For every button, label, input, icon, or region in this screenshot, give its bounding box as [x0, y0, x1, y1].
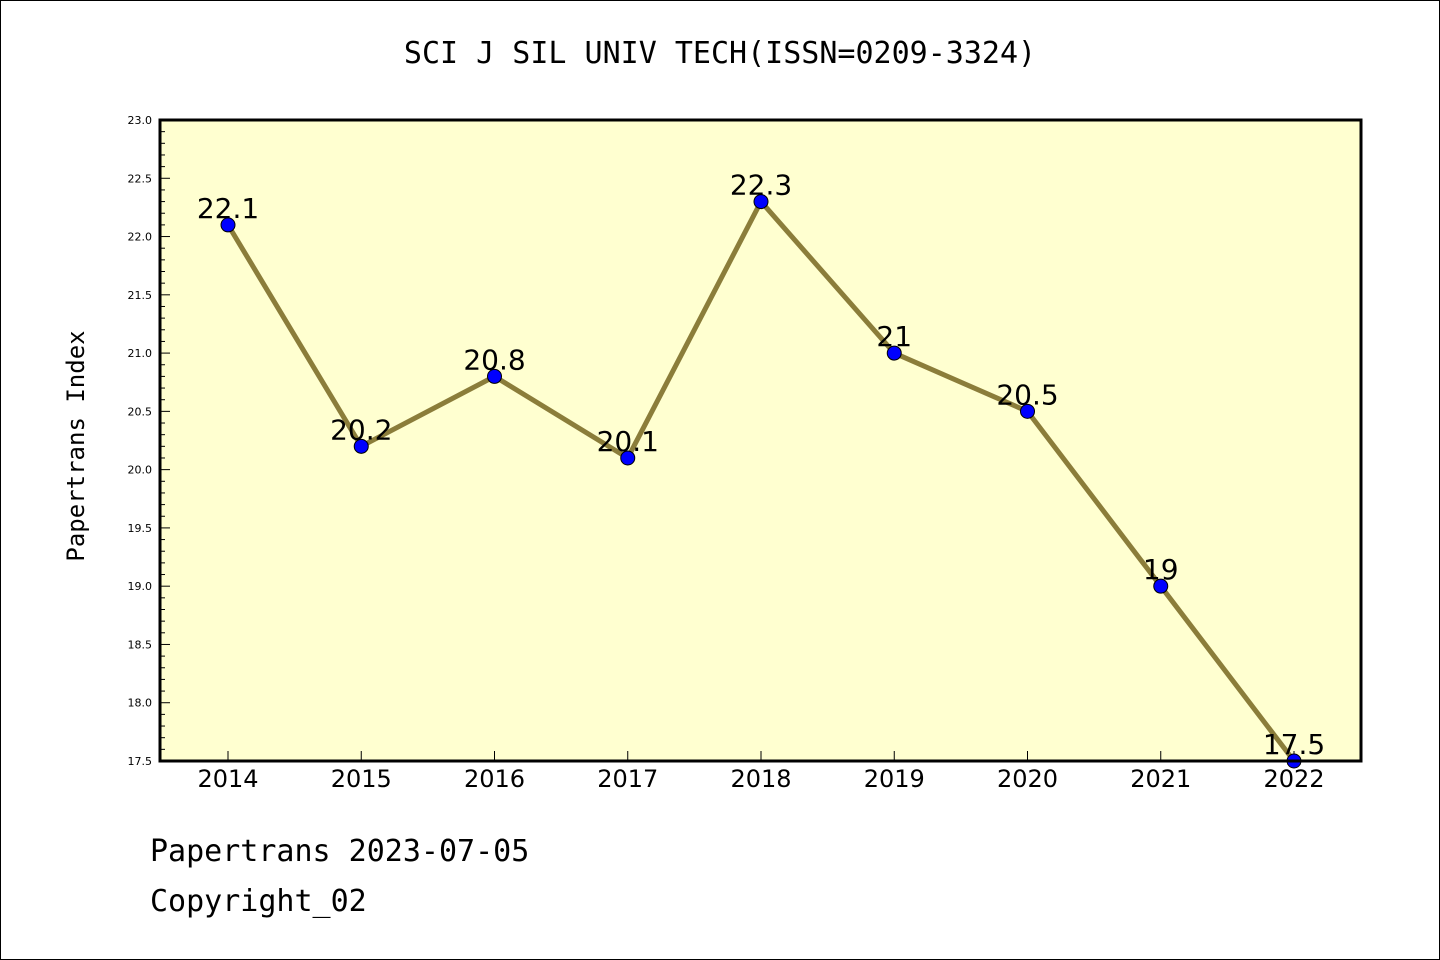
- data-label: 22.3: [730, 169, 792, 202]
- x-tick-label: 2017: [597, 765, 658, 793]
- x-tick-label: 2014: [197, 765, 258, 793]
- data-label: 17.5: [1263, 728, 1325, 761]
- y-tick-label: 20.5: [128, 405, 153, 418]
- series-layer: 22.1 20.2 20.8 20.1 22.3 21 20.5 19 17.5: [197, 169, 1325, 769]
- x-tick-label: 2018: [730, 765, 791, 793]
- x-tick-label: 2015: [331, 765, 392, 793]
- data-point: [220, 217, 236, 233]
- data-point: [620, 450, 636, 466]
- data-point: [753, 194, 769, 210]
- data-label: 20.1: [597, 425, 659, 458]
- y-tick-label: 18.0: [128, 697, 153, 710]
- x-axis-ticks: 2014 2015 2016 2017 2018 2019 2020 2021 2022: [197, 751, 1325, 793]
- y-tick-label: 18.5: [128, 638, 153, 651]
- data-label: 19: [1143, 553, 1179, 586]
- x-tick-label: 2016: [464, 765, 525, 793]
- y-tick-label: 20.0: [128, 464, 153, 477]
- x-tick-label: 2021: [1130, 765, 1191, 793]
- data-point: [886, 345, 902, 361]
- data-point: [487, 368, 502, 384]
- data-label: 20.2: [330, 413, 392, 446]
- data-label: 22.1: [197, 192, 259, 225]
- plot-border: [158, 118, 1363, 763]
- y-tick-label: 21.0: [128, 347, 153, 360]
- y-tick-label: 22.0: [128, 231, 153, 244]
- data-point: [353, 438, 369, 454]
- x-tick-label: 2022: [1263, 765, 1324, 793]
- footer-copyright: Copyright_02: [150, 884, 367, 919]
- y-tick-label: 22.5: [128, 172, 153, 185]
- data-point: [1153, 578, 1169, 594]
- data-point: [1020, 403, 1035, 419]
- y-tick-label: 19.0: [128, 580, 153, 593]
- chart-title: SCI J SIL UNIV TECH(ISSN=0209-3324): [403, 36, 1037, 71]
- data-label: 20.5: [996, 378, 1058, 411]
- x-tick-label: 2019: [864, 765, 925, 793]
- data-label: 20.8: [463, 343, 525, 376]
- y-tick-label: 21.5: [128, 289, 153, 302]
- y-tick-label: 17.5: [128, 755, 153, 768]
- y-tick-label: 23.0: [128, 114, 153, 127]
- y-tick-label: 19.5: [128, 522, 153, 535]
- footer-source-date: Papertrans 2023-07-05: [150, 834, 530, 869]
- y-axis-ticks: 17.5 18.0 18.5 19.0 19.5 20.0 20.5 21.0 21.5 22.0…: [128, 114, 170, 768]
- data-label: 21: [876, 320, 912, 353]
- x-tick-label: 2020: [997, 765, 1058, 793]
